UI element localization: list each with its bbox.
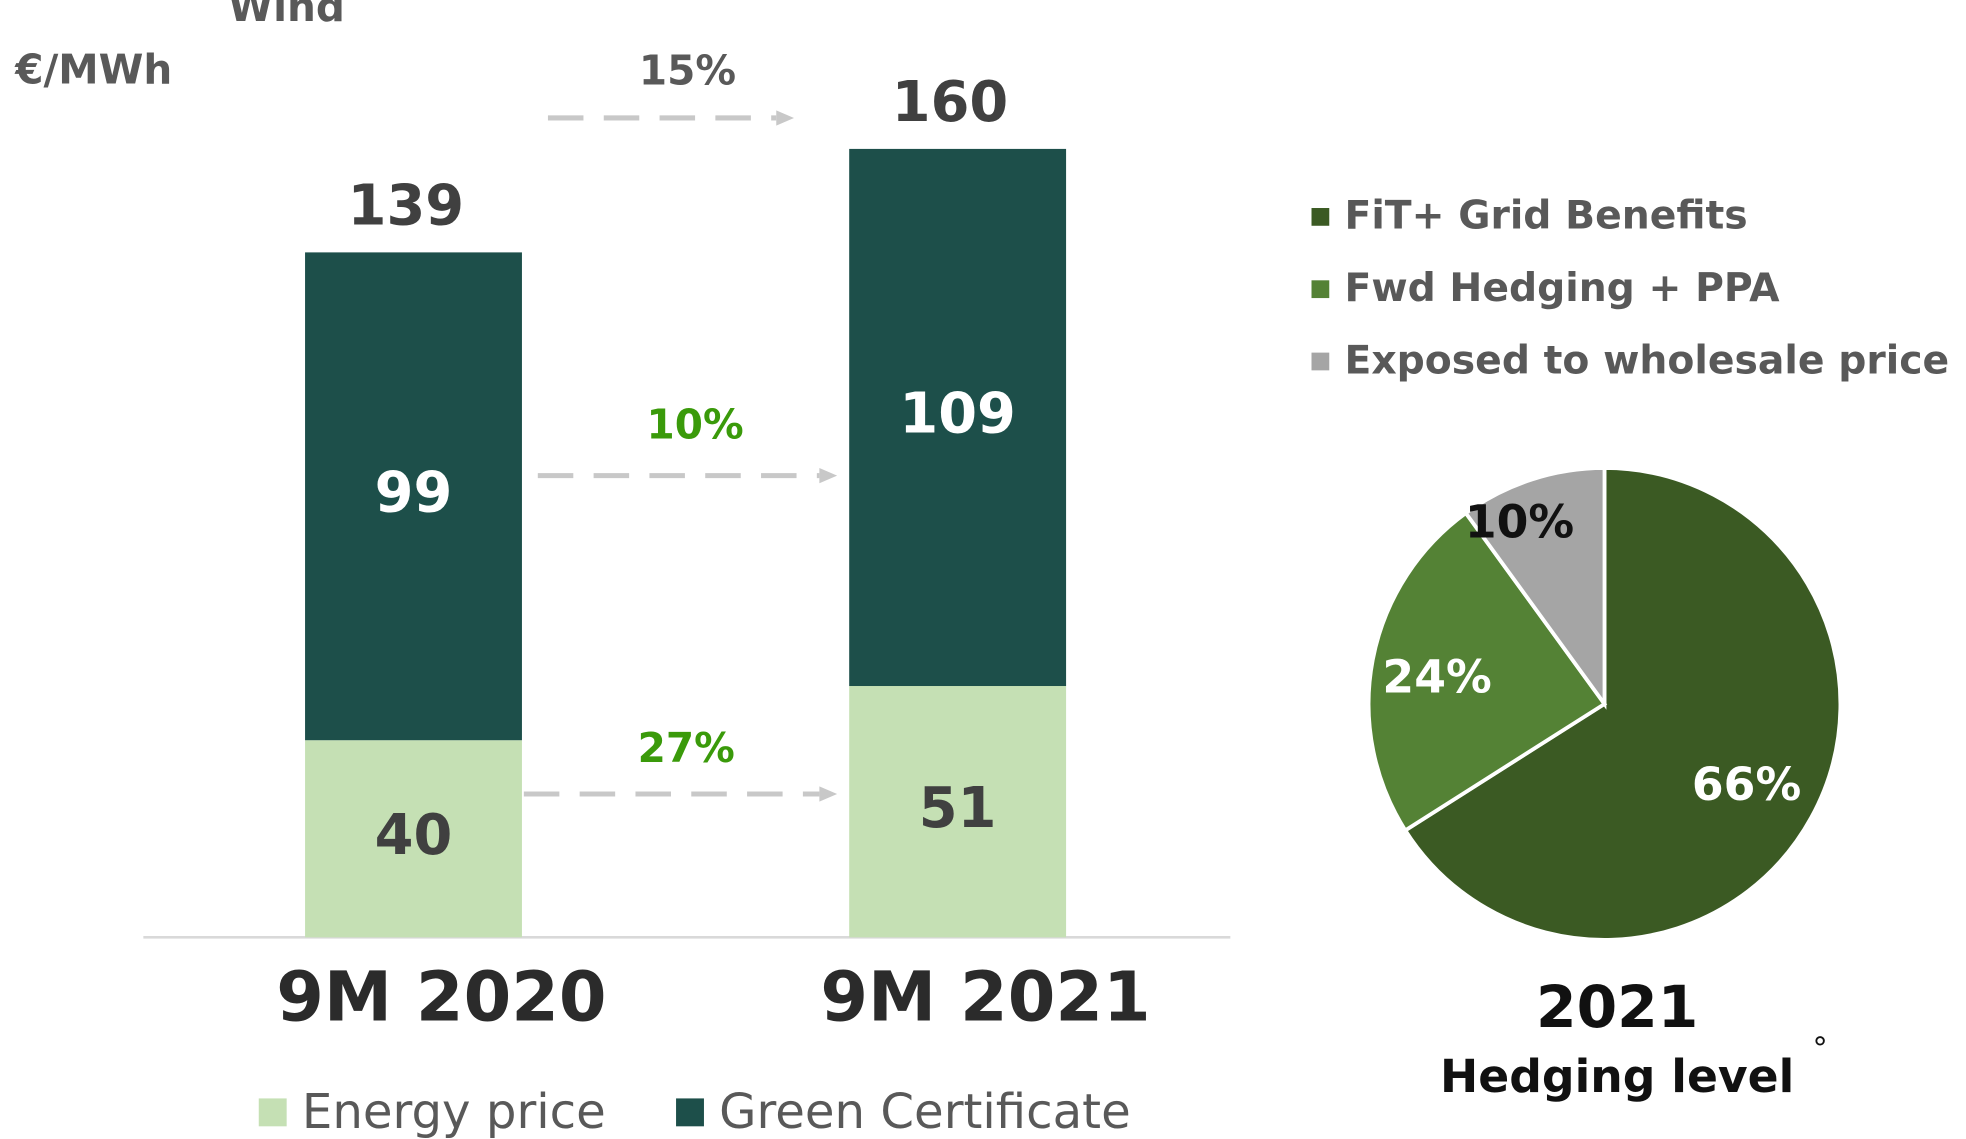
pie-label: 24% bbox=[1382, 650, 1491, 703]
bar-segment bbox=[849, 686, 1067, 938]
legend-swatch bbox=[258, 1098, 287, 1127]
pie-slice bbox=[1402, 466, 1843, 942]
x-tick-label: 9M 2021 bbox=[820, 958, 1150, 1038]
arrow-head bbox=[819, 786, 838, 802]
total-label: 139 bbox=[348, 173, 464, 238]
pie-label: 10% bbox=[1465, 496, 1574, 549]
bar-segment bbox=[305, 252, 522, 741]
total-label: 160 bbox=[892, 70, 1008, 135]
legend-label: Fwd Hedging + PPA bbox=[1344, 266, 1780, 311]
legend-swatch bbox=[1311, 208, 1330, 226]
segment-label: 99 bbox=[375, 460, 453, 525]
legend-swatch bbox=[1311, 280, 1330, 299]
footnote-mark: ° bbox=[1813, 1032, 1828, 1067]
segment-label: 40 bbox=[375, 803, 453, 868]
legend-label: Energy price bbox=[302, 1084, 606, 1139]
pie-label: 66% bbox=[1692, 758, 1801, 811]
bar-segment bbox=[849, 148, 1067, 687]
pie-title: 2021 bbox=[1536, 973, 1698, 1041]
legend-label: Green Certificate bbox=[719, 1084, 1131, 1139]
legend-label: Exposed to wholesale price bbox=[1344, 338, 1949, 383]
arrow-head bbox=[776, 110, 795, 126]
x-tick-label: 9M 2020 bbox=[276, 958, 606, 1038]
pie-slice bbox=[1366, 510, 1608, 833]
pie-slice bbox=[1463, 466, 1607, 710]
growth-label: 27% bbox=[638, 724, 735, 772]
legend-swatch bbox=[1311, 352, 1330, 371]
arrow-head bbox=[819, 468, 838, 484]
chart-title: Wind bbox=[228, 0, 345, 31]
growth-label: 10% bbox=[647, 400, 744, 448]
bar-segment bbox=[305, 740, 522, 938]
pie-subtitle: Hedging level bbox=[1440, 1050, 1794, 1103]
unit-label: €/MWh bbox=[14, 45, 172, 93]
segment-label: 109 bbox=[899, 382, 1015, 447]
legend-label: FiT+ Grid Benefits bbox=[1344, 194, 1747, 239]
growth-label: 15% bbox=[639, 47, 736, 95]
segment-label: 51 bbox=[919, 776, 997, 841]
legend-swatch bbox=[676, 1098, 704, 1127]
